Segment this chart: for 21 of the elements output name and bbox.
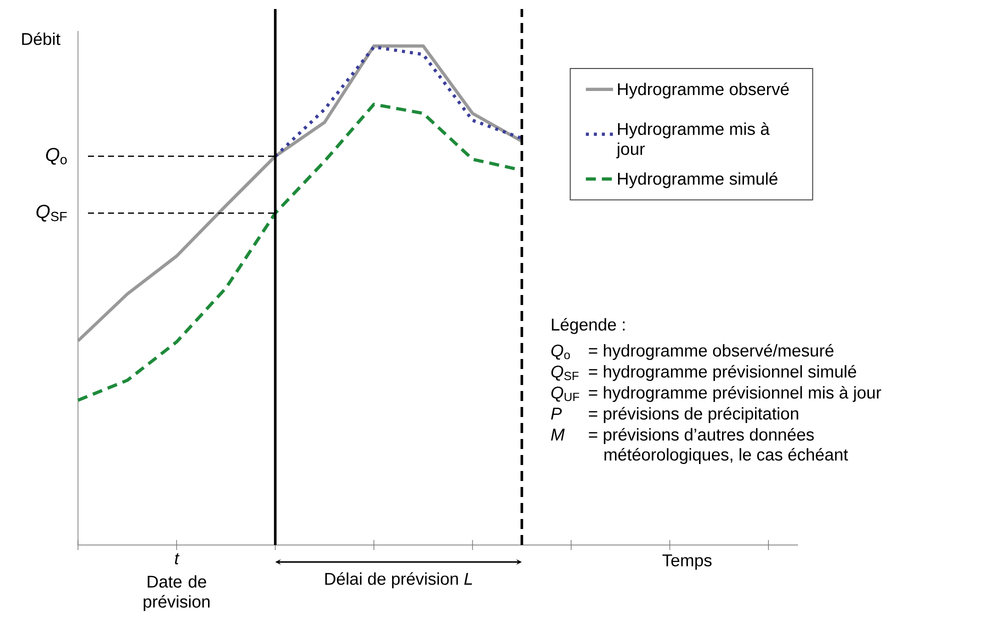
text: Date de prévision	[144, 575, 210, 612]
annotation: = hydrogramme prévisionnel simulé	[588, 364, 856, 381]
annotation: P	[551, 408, 562, 420]
annotation: Q$_{UF}$	[551, 386, 580, 402]
annotation: M	[551, 428, 565, 440]
legend-label: Hydrogramme observé	[618, 82, 789, 99]
annotation: = prévisions de précipitation	[588, 406, 798, 423]
y-axis-title: Débit	[22, 32, 60, 46]
annotation: = prévisions d’autres données météorologiques, le cas échéant	[588, 428, 848, 464]
ref-line-label: Q$_{SF}$	[36, 204, 67, 222]
ref-line-label: Q$_{o}$	[46, 148, 67, 165]
legend-label: Hydrogramme mis à jour	[616, 122, 770, 158]
text: t	[175, 553, 180, 564]
annotation: Q$_{o}$	[551, 344, 570, 360]
annotation: Légende :	[552, 318, 625, 334]
annotation: Q$_{SF}$	[551, 366, 578, 381]
annotation: = hydrogramme observé/mesuré	[588, 344, 834, 360]
annotation: = hydrogramme prévisionnel mis à jour	[588, 386, 882, 402]
text: Délai de prévision L	[325, 572, 472, 588]
legend-label: Hydrogramme simulé	[618, 172, 778, 188]
x-axis-title: Temps	[662, 554, 712, 570]
